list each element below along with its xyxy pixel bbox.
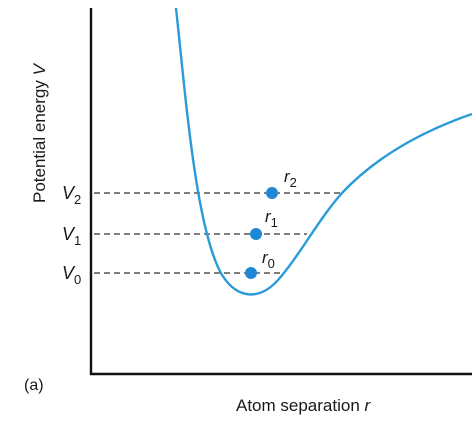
point-r1 — [250, 228, 262, 240]
label-r1: r1 — [265, 207, 278, 230]
label-r2: r2 — [284, 167, 297, 190]
label-v0: V0 — [62, 263, 81, 287]
potential-curve — [174, 7, 472, 296]
panel-label: (a) — [24, 377, 44, 394]
y-axis-title: Potential energy V — [30, 62, 49, 203]
label-v2: V2 — [62, 183, 81, 207]
label-v1: V1 — [62, 224, 81, 248]
point-r0 — [245, 267, 257, 279]
point-r2 — [266, 187, 278, 199]
x-axis-title: Atom separation r — [236, 396, 372, 415]
label-r0: r0 — [262, 248, 275, 271]
